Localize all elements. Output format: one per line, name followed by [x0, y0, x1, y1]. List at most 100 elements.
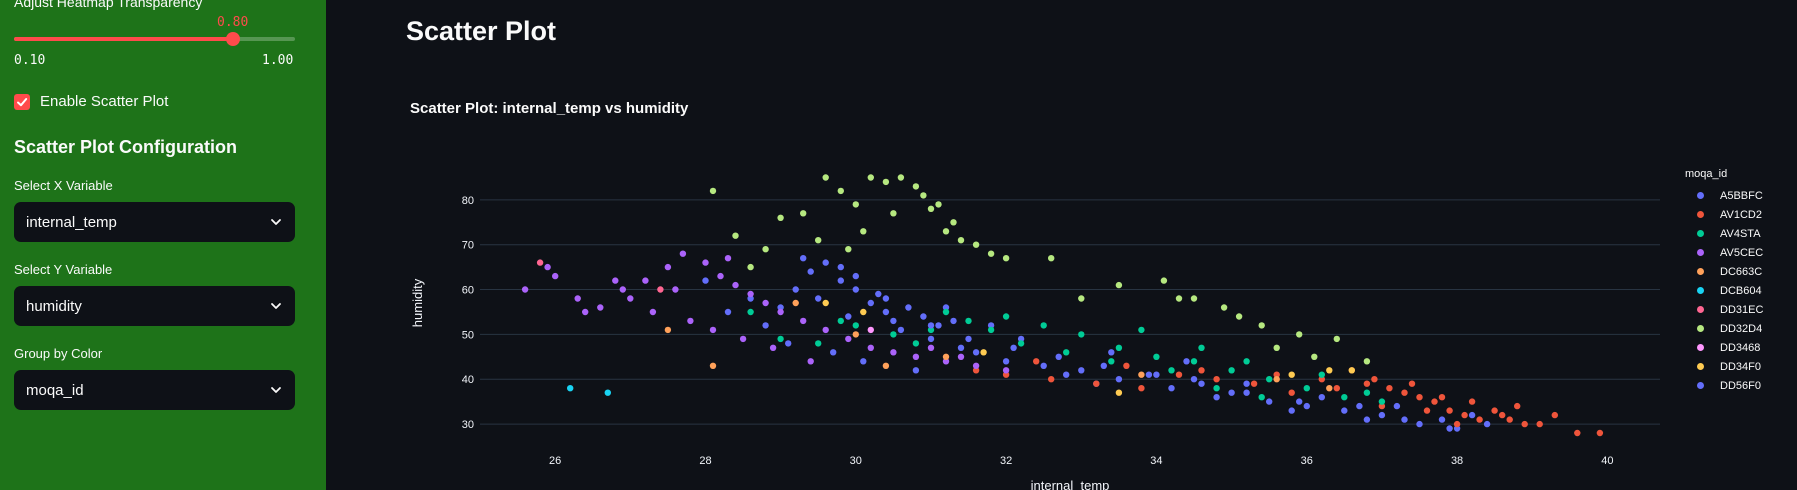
scatter-point [1228, 389, 1235, 396]
scatter-point [897, 326, 905, 334]
scatter-point [822, 174, 829, 181]
scatter-point [1363, 358, 1371, 365]
scatter-point [1115, 344, 1123, 351]
scatter-point [1491, 407, 1498, 414]
scatter-config-title: Scatter Plot Configuration [14, 137, 238, 157]
scatter-point [1115, 376, 1123, 383]
scatter-point [1213, 385, 1220, 392]
scatter-point [1551, 411, 1559, 419]
scatter-point [920, 313, 927, 320]
scatter-point [875, 290, 882, 298]
scatter-point [762, 299, 769, 307]
legend-label: AV1CD2 [1720, 208, 1762, 221]
scatter-point [1100, 362, 1107, 369]
scatter-point [837, 317, 844, 325]
legend-item[interactable]: DD32D4 [1685, 319, 1795, 338]
transparency-slider[interactable] [14, 32, 295, 46]
scatter-point [882, 308, 890, 316]
legend-item[interactable]: DD34F0 [1685, 357, 1795, 376]
legend-marker [1697, 287, 1704, 294]
checkbox-checked-icon[interactable] [14, 93, 30, 110]
slider-min-label: 0.10 [14, 53, 46, 68]
legend-item[interactable]: DD56F0 [1685, 376, 1795, 395]
legend-marker [1697, 249, 1704, 256]
color-group-select[interactable]: moqa_id [14, 370, 295, 410]
scatter-point [1183, 358, 1190, 365]
scatter-point [822, 326, 829, 334]
scatter-point [1461, 411, 1468, 419]
scatter-point [912, 340, 920, 347]
scatter-point [1303, 402, 1310, 410]
scatter-point [837, 187, 844, 195]
scatter-point [890, 349, 897, 356]
legend-marker [1697, 211, 1704, 218]
scatter-point [1288, 371, 1295, 378]
scatter-point [1002, 255, 1010, 262]
enable-scatter-checkbox[interactable]: Enable Scatter Plot [14, 93, 168, 110]
scatter-point [724, 308, 732, 316]
scatter-plot[interactable]: 30 40 50 60 70 80 26 28 30 32 34 36 38 40 internal_tem… [400, 150, 1797, 490]
y-variable-select[interactable]: humidity [14, 286, 295, 326]
scatter-point [762, 322, 769, 329]
legend-item[interactable]: DCB604 [1685, 281, 1795, 300]
scatter-point [1002, 358, 1010, 365]
scatter-point [845, 246, 852, 253]
scatter-point [807, 268, 814, 275]
legend-item[interactable]: DC663C [1685, 262, 1795, 281]
legend-label: AV5CEC [1720, 246, 1764, 259]
scatter-point [1258, 394, 1265, 401]
scatter-point [1333, 385, 1340, 392]
scatter-point [852, 272, 859, 280]
scatter-point [1296, 398, 1303, 405]
scatter-point [1288, 407, 1295, 414]
scatter-point [1190, 358, 1198, 365]
scatter-point [957, 353, 965, 360]
legend-item[interactable]: AV5CEC [1685, 243, 1795, 262]
scatter-point [679, 250, 687, 257]
scatter-point [1002, 313, 1010, 320]
legend-item[interactable]: DD31EC [1685, 300, 1795, 319]
scatter-point [972, 349, 980, 356]
scatter-point [942, 353, 950, 360]
scatter-point [837, 277, 844, 284]
chevron-down-icon [271, 303, 281, 309]
scatter-point [567, 385, 574, 392]
scatter-point [1318, 376, 1325, 383]
scatter-point [777, 335, 784, 343]
legend-label: AV4STA [1720, 227, 1761, 240]
chart-legend: moqa_id A5BBFC AV1CD2 AV4STA AV5CEC DC663C DC… [1685, 168, 1795, 395]
x-variable-select[interactable]: internal_temp [14, 202, 295, 242]
scatter-point [882, 178, 890, 186]
scatter-point [1348, 367, 1355, 374]
slider-thumb[interactable] [225, 32, 240, 46]
scatter-point [1311, 353, 1318, 360]
scatter-point [1416, 420, 1423, 428]
legend-item[interactable]: DD3468 [1685, 338, 1795, 357]
scatter-point [890, 317, 897, 325]
legend-marker [1697, 306, 1704, 313]
scatter-point [702, 277, 709, 284]
scatter-point [717, 272, 724, 280]
scatter-point [1453, 420, 1461, 428]
scatter-point [1175, 371, 1183, 378]
legend-item[interactable]: AV1CD2 [1685, 205, 1795, 224]
scatter-point [1288, 389, 1295, 396]
slider-max-label: 1.00 [262, 53, 294, 68]
slider-fill [14, 37, 233, 41]
scatter-point [1393, 402, 1401, 410]
scatter-point [709, 362, 717, 369]
scatter-point [935, 201, 942, 208]
scatter-point [860, 228, 867, 235]
scatter-point [732, 232, 739, 239]
scatter-point [1318, 371, 1325, 378]
scatter-point [987, 326, 995, 334]
legend-item[interactable]: A5BBFC [1685, 186, 1795, 205]
scatter-point [1213, 394, 1220, 401]
x-tick-label: 32 [1000, 455, 1012, 467]
legend-item[interactable]: AV4STA [1685, 224, 1795, 243]
x-tick-label: 40 [1601, 455, 1613, 467]
scatter-point [1063, 349, 1070, 356]
scatter-point [867, 326, 874, 334]
scatter-point [1514, 402, 1521, 410]
scatter-point [980, 349, 987, 356]
